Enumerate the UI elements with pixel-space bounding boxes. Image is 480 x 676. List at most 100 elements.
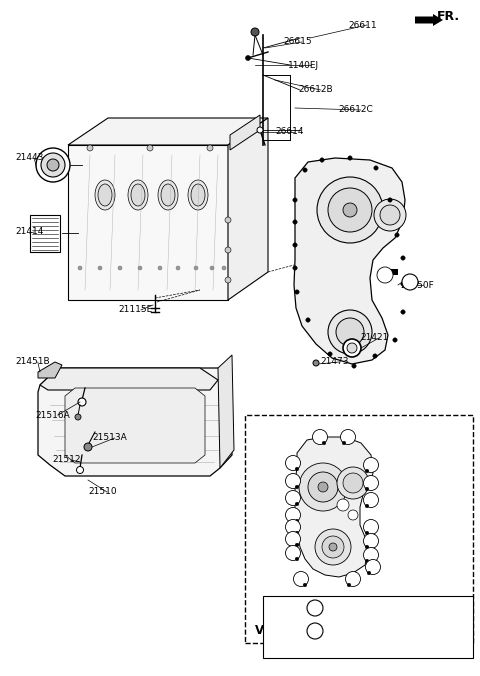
Text: b: b bbox=[369, 550, 373, 560]
Circle shape bbox=[295, 290, 299, 294]
Circle shape bbox=[347, 583, 351, 587]
Circle shape bbox=[315, 529, 351, 565]
Circle shape bbox=[363, 519, 379, 535]
Circle shape bbox=[348, 155, 352, 160]
Circle shape bbox=[340, 429, 356, 445]
Text: 21350F: 21350F bbox=[400, 281, 434, 289]
Text: a: a bbox=[290, 458, 295, 468]
Circle shape bbox=[373, 354, 377, 358]
Text: 26612C: 26612C bbox=[338, 105, 373, 114]
Circle shape bbox=[374, 199, 406, 231]
Circle shape bbox=[401, 256, 405, 260]
Circle shape bbox=[286, 508, 300, 523]
Circle shape bbox=[98, 266, 102, 270]
Ellipse shape bbox=[188, 180, 208, 210]
Text: b: b bbox=[312, 604, 318, 612]
Circle shape bbox=[365, 504, 369, 508]
Circle shape bbox=[365, 546, 369, 549]
Ellipse shape bbox=[95, 180, 115, 210]
Circle shape bbox=[328, 188, 372, 232]
Polygon shape bbox=[30, 215, 60, 252]
Text: A: A bbox=[407, 278, 413, 287]
Circle shape bbox=[322, 441, 326, 445]
Text: 1140EJ: 1140EJ bbox=[288, 60, 319, 70]
Text: 21516A: 21516A bbox=[35, 410, 70, 420]
Text: 21421: 21421 bbox=[360, 333, 388, 343]
Text: a: a bbox=[299, 575, 303, 583]
Circle shape bbox=[348, 510, 358, 520]
Text: b: b bbox=[290, 535, 295, 544]
Circle shape bbox=[329, 543, 337, 551]
Text: b: b bbox=[290, 523, 295, 531]
Circle shape bbox=[293, 243, 297, 247]
Circle shape bbox=[295, 544, 299, 547]
Polygon shape bbox=[38, 362, 62, 378]
Text: a: a bbox=[369, 479, 373, 487]
Text: SYMBOL: SYMBOL bbox=[292, 645, 338, 655]
Text: 21443: 21443 bbox=[15, 153, 43, 162]
Circle shape bbox=[401, 282, 405, 286]
Text: PNC: PNC bbox=[409, 645, 431, 655]
Circle shape bbox=[295, 519, 299, 523]
Circle shape bbox=[138, 266, 142, 270]
Circle shape bbox=[78, 398, 86, 406]
Circle shape bbox=[257, 127, 263, 133]
Text: a: a bbox=[318, 433, 323, 441]
Polygon shape bbox=[40, 368, 218, 390]
Text: b: b bbox=[371, 562, 375, 571]
Circle shape bbox=[303, 583, 307, 587]
Circle shape bbox=[363, 458, 379, 473]
Text: 26611: 26611 bbox=[348, 20, 377, 30]
Ellipse shape bbox=[98, 184, 112, 206]
Polygon shape bbox=[295, 437, 373, 577]
Circle shape bbox=[299, 463, 347, 511]
Text: 21513A: 21513A bbox=[92, 433, 127, 443]
Circle shape bbox=[293, 220, 297, 224]
Text: a: a bbox=[369, 496, 373, 504]
Text: a: a bbox=[290, 477, 295, 485]
Circle shape bbox=[76, 466, 84, 473]
Text: a: a bbox=[350, 575, 355, 583]
Circle shape bbox=[295, 502, 299, 506]
Bar bbox=[263, 596, 473, 658]
Ellipse shape bbox=[158, 180, 178, 210]
Circle shape bbox=[365, 559, 369, 563]
Polygon shape bbox=[230, 115, 260, 150]
Text: 21115E: 21115E bbox=[118, 306, 152, 314]
Text: 21510: 21510 bbox=[88, 487, 117, 496]
Circle shape bbox=[290, 623, 306, 639]
Bar bbox=[245, 415, 473, 643]
Text: b: b bbox=[369, 523, 373, 531]
Circle shape bbox=[365, 487, 369, 491]
Circle shape bbox=[343, 203, 357, 217]
Circle shape bbox=[308, 472, 338, 502]
Circle shape bbox=[402, 274, 418, 290]
Text: 21512: 21512 bbox=[52, 456, 81, 464]
Circle shape bbox=[347, 343, 357, 353]
Circle shape bbox=[147, 145, 153, 151]
Circle shape bbox=[377, 267, 393, 283]
Polygon shape bbox=[68, 118, 268, 145]
Circle shape bbox=[306, 318, 310, 322]
Circle shape bbox=[207, 145, 213, 151]
Circle shape bbox=[295, 485, 299, 489]
Text: b: b bbox=[369, 537, 373, 546]
Circle shape bbox=[307, 623, 323, 639]
Circle shape bbox=[328, 352, 332, 356]
Circle shape bbox=[395, 233, 399, 237]
Circle shape bbox=[363, 548, 379, 562]
Circle shape bbox=[401, 310, 405, 314]
Circle shape bbox=[393, 338, 397, 342]
Circle shape bbox=[295, 557, 299, 561]
Polygon shape bbox=[38, 368, 232, 476]
Circle shape bbox=[328, 310, 372, 354]
Text: a: a bbox=[369, 460, 373, 470]
Circle shape bbox=[336, 318, 364, 346]
Text: 26612B: 26612B bbox=[298, 85, 333, 95]
Circle shape bbox=[346, 571, 360, 587]
Circle shape bbox=[225, 247, 231, 253]
Text: 26615: 26615 bbox=[283, 37, 312, 47]
Circle shape bbox=[47, 159, 59, 171]
Circle shape bbox=[75, 414, 81, 420]
Circle shape bbox=[320, 158, 324, 162]
